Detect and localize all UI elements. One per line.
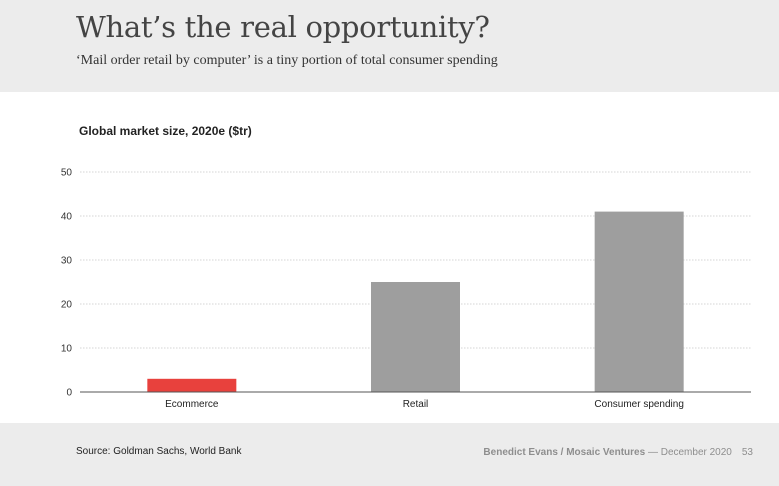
page-title: What’s the real opportunity? [76, 10, 490, 44]
bar-ecommerce [147, 378, 237, 392]
date-label: — December 2020 [647, 447, 732, 458]
footer-band: Source: Goldman Sachs, World Bank Benedi… [0, 423, 779, 486]
y-tick-label: 10 [61, 344, 73, 355]
chart-title: Global market size, 2020e ($tr) [79, 124, 252, 138]
bar-consumer-spending [594, 211, 684, 392]
y-tick-label: 0 [66, 388, 72, 399]
y-tick-label: 30 [61, 256, 73, 267]
x-tick-label: Retail [403, 399, 429, 410]
x-tick-label: Consumer spending [594, 399, 684, 410]
y-tick-label: 20 [61, 300, 73, 311]
y-tick-label: 50 [61, 168, 73, 179]
bar-retail [371, 282, 460, 392]
x-tick-label: Ecommerce [165, 399, 219, 410]
credit-line: Benedict Evans / Mosaic Ventures — Decem… [483, 447, 753, 458]
header-band: What’s the real opportunity? ‘Mail order… [0, 0, 779, 92]
bar-chart: 0 10 20 30 40 50 Ecommerce Retail Consumer spend… [61, 168, 751, 410]
page-subtitle: ‘Mail order retail by computer’ is a tin… [76, 53, 498, 68]
source-note: Source: Goldman Sachs, World Bank [76, 446, 242, 457]
y-tick-label: 40 [61, 212, 73, 223]
page-number: 53 [741, 447, 753, 458]
author-credit: Benedict Evans / Mosaic Ventures [483, 447, 646, 458]
